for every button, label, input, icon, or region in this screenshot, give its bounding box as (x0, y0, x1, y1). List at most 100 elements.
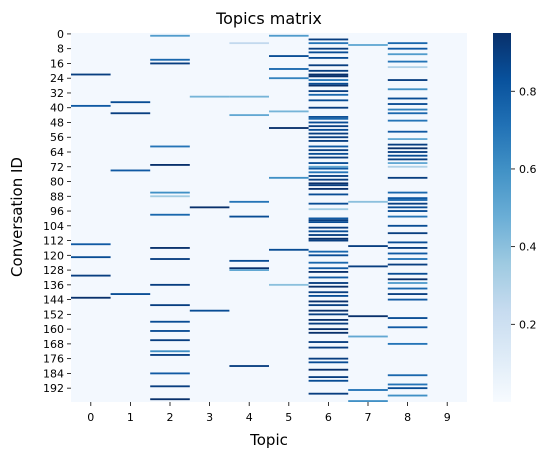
heatmap-cell (229, 259, 269, 262)
heatmap-cell (308, 162, 349, 164)
heatmap-cell (269, 283, 309, 286)
heatmap-cell (387, 374, 428, 377)
heatmap-cell (189, 206, 230, 209)
y-axis-ticks: 0816243240485664728088961041121201281361… (43, 28, 71, 395)
heatmap-cell (150, 385, 190, 388)
heatmap-cell (308, 285, 349, 288)
heatmap-cell (308, 93, 349, 96)
heatmap-cell (269, 176, 309, 179)
heatmap-cell (308, 73, 349, 76)
colorbar: 0.2 0.4 0.6 0.8 (493, 33, 537, 402)
heatmap-cell (308, 75, 349, 78)
heatmap-cell (150, 372, 190, 375)
heatmap-cell (308, 125, 349, 128)
heatmap-cell (387, 383, 428, 386)
heatmap-cell (308, 51, 349, 54)
heatmap-cell (150, 354, 190, 356)
heatmap-cell (308, 187, 349, 190)
heatmap-cell (387, 60, 428, 63)
heatmap-cell (387, 42, 428, 45)
heatmap-cell (269, 248, 309, 251)
heatmap-cell (308, 84, 349, 87)
heatmap-cell (308, 318, 349, 321)
y-tick-label: 152 (43, 308, 64, 321)
heatmap-cell (308, 69, 349, 72)
heatmap-cell (150, 350, 190, 353)
x-tick-label: 9 (444, 411, 451, 424)
heatmap-cell (308, 392, 349, 395)
heatmap-cell (387, 387, 428, 390)
heatmap-cell (110, 293, 151, 295)
x-axis-label: Topic (249, 431, 288, 449)
heatmap-cell (308, 239, 349, 242)
heatmap-cell (387, 293, 428, 295)
heatmap-cell (308, 261, 349, 264)
heatmap-cell (189, 309, 230, 312)
x-tick-label: 7 (365, 411, 372, 424)
heatmap-cell (387, 147, 428, 150)
heatmap-cell (308, 149, 349, 152)
heatmap-cell (229, 215, 269, 218)
heatmap-cell (308, 328, 349, 331)
heatmap-cell (308, 47, 349, 50)
heatmap-cell (308, 237, 349, 240)
heatmap-cell (308, 184, 349, 187)
y-tick-label: 144 (43, 294, 64, 307)
heatmap-cell (269, 55, 309, 57)
heatmap-cell (387, 210, 428, 212)
heatmap-cell (348, 200, 388, 203)
y-tick-label: 168 (43, 338, 64, 351)
heatmap-cell (269, 127, 309, 129)
heatmap-cell (308, 64, 349, 67)
heatmap-cell (308, 175, 349, 177)
y-tick-label: 184 (43, 367, 64, 380)
heatmap-cell (308, 116, 349, 118)
heatmap-cell (308, 165, 349, 168)
heatmap-cell (229, 269, 269, 271)
heatmap-cell (150, 258, 190, 260)
heatmap-cell (387, 247, 428, 249)
heatmap-cell (387, 206, 428, 209)
heatmap-cell (308, 271, 349, 273)
heatmap-cell (348, 315, 388, 318)
y-tick-label: 88 (50, 190, 64, 203)
y-tick-label: 96 (50, 205, 64, 218)
heatmap-cell (308, 234, 349, 236)
heatmap-cell (348, 400, 388, 402)
heatmap-cell (150, 58, 190, 61)
heatmap-cell (308, 82, 349, 85)
heatmap-cell (150, 398, 190, 401)
heatmap-cell (387, 165, 428, 168)
heatmap-cell (308, 230, 349, 233)
y-tick-label: 72 (50, 161, 64, 174)
heatmap-cell (229, 114, 269, 117)
heatmap-cell (71, 104, 111, 107)
y-tick-label: 136 (43, 279, 64, 292)
colorbar-tick-label: 0.8 (519, 85, 537, 98)
heatmap-cell (229, 200, 269, 203)
heatmap-cell (150, 283, 190, 286)
heatmap-cell (387, 202, 428, 205)
heatmap-cell (387, 176, 428, 179)
colorbar-tick-label: 0.2 (519, 318, 537, 331)
heatmap-cell (308, 300, 349, 303)
y-tick-label: 192 (43, 382, 64, 395)
heatmap-cell (348, 44, 388, 46)
heatmap-cell (110, 101, 151, 104)
heatmap-cell (308, 152, 349, 155)
heatmap-cell (308, 38, 349, 41)
heatmap-cell (308, 117, 349, 120)
x-tick-label: 6 (325, 411, 332, 424)
heatmap-cell (308, 167, 349, 170)
heatmap-cell (150, 62, 190, 65)
heatmap-cell (387, 298, 428, 301)
heatmap-cell (387, 162, 428, 164)
heatmap-cell (387, 103, 428, 105)
y-tick-label: 32 (50, 87, 64, 100)
y-tick-label: 120 (43, 249, 64, 262)
heatmap-cell (308, 376, 349, 379)
heatmap-cell (308, 99, 349, 102)
heatmap-cell (308, 294, 349, 297)
heatmap-cell (229, 95, 269, 98)
